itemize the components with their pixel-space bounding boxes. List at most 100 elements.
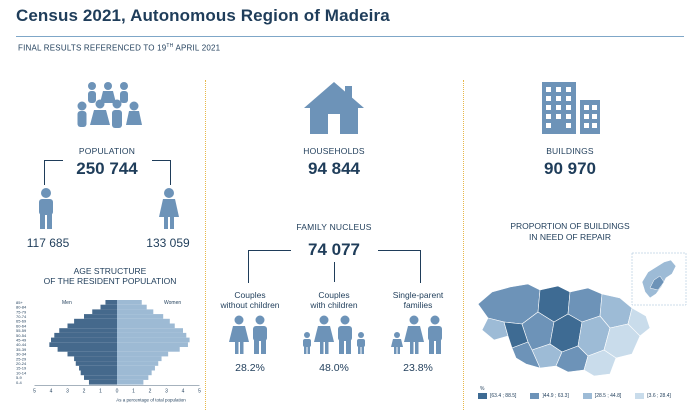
pyramid-bar-women (117, 323, 175, 329)
pyramid-bar-women (117, 347, 180, 352)
pyramid-age-label: 20-24 (16, 361, 27, 366)
pyramid-bar-women (117, 318, 170, 324)
pyramid-bar-women (117, 375, 149, 380)
households-value: 94 844 (308, 159, 360, 178)
pyramid-title-1: AGE STRUCTURE (73, 266, 147, 276)
pyramid-x-label: As a percentage of total population (116, 398, 186, 403)
female-population-value: 133 059 (146, 236, 190, 250)
family-type-2-line2: with children (310, 300, 358, 310)
repair-label-1: PROPORTION OF BUILDINGS (510, 221, 630, 231)
subtitle-main: FINAL RESULTS REFERENCED TO 19 (18, 43, 167, 53)
pyramid-bar-men (80, 370, 117, 376)
page-subtitle: FINAL RESULTS REFERENCED TO 19TH APRIL 2… (18, 43, 220, 53)
column-divider-2 (463, 80, 464, 410)
pyramid-age-label: 85+ (16, 300, 23, 305)
legend-swatch-1 (478, 393, 487, 399)
pyramid-x-tick: 1 (132, 389, 135, 395)
pyramid-x-tick: 4 (50, 389, 53, 395)
pyramid-bar-women (117, 300, 142, 305)
column-divider-1 (205, 80, 206, 410)
legend-item-4: [3.6 ; 28.4] (635, 393, 671, 399)
male-icon (39, 188, 53, 229)
pyramid-age-label: 35-39 (16, 347, 27, 352)
population-group-icon (77, 82, 142, 128)
family-type-3-line1: Single-parent (392, 290, 444, 300)
buildings-value: 90 970 (544, 159, 596, 178)
pyramid-x-tick: 0 (116, 389, 119, 395)
pyramid-bar-men (74, 318, 117, 324)
female-icon (159, 188, 179, 229)
male-population-value: 117 685 (26, 236, 70, 250)
population-value: 250 744 (76, 159, 138, 178)
population-bracket-right (152, 160, 171, 185)
pyramid-bar-men (67, 323, 117, 329)
households-label: HOUSEHOLDS (303, 146, 365, 156)
buildings-icon (542, 82, 600, 134)
family-type-3-label: Single-parent families (380, 290, 456, 310)
legend-text-3: ]28.5 ; 44.8] (594, 393, 622, 399)
pyramid-bar-men (92, 309, 117, 315)
pyramid-bar-women (117, 361, 159, 366)
pyramid-title-2: OF THE RESIDENT POPULATION (43, 276, 177, 286)
pyramid-bar-men (79, 365, 117, 371)
pyramid-men-label: Men (62, 300, 72, 306)
legend-swatch-2 (530, 393, 540, 399)
pyramid-age-label: 65-69 (16, 319, 27, 324)
pyramid-bar-men (67, 351, 117, 357)
legend-text-2: ]44.9 ; 63.3] (542, 393, 569, 399)
legend-swatch-4 (635, 393, 645, 399)
pyramid-bar-women (117, 342, 188, 347)
legend-text-4: [3.6 ; 28.4] (647, 393, 671, 399)
family-type-2-line1: Couples (318, 290, 350, 300)
pyramid-age-label: 70-74 (16, 314, 27, 319)
pyramid-age-label: 40-44 (16, 342, 27, 347)
madeira-choropleth-map (477, 252, 687, 377)
pyramid-x-tick: 3 (165, 389, 168, 395)
house-icon (304, 82, 364, 134)
pyramid-bar-men (84, 314, 117, 319)
pyramid-bar-women (117, 365, 155, 371)
repair-legend-title: % (480, 386, 485, 392)
pyramid-age-label: 15-19 (16, 366, 27, 371)
family-type-2-pct: 48.0% (319, 362, 349, 374)
legend-item-3: ]28.5 ; 44.8] (582, 393, 622, 399)
family-type-1-line2: without children (220, 300, 280, 310)
pyramid-bar-women (117, 337, 190, 343)
pyramid-women-label: Women (164, 300, 181, 306)
single-parent-family-icon (391, 315, 442, 354)
pyramid-bar-women (117, 370, 152, 376)
pyramid-bar-women (117, 356, 162, 362)
pyramid-bar-women (117, 309, 154, 315)
family-type-1-label: Couples without children (212, 290, 288, 310)
couple-with-children-icon (303, 315, 365, 354)
family-type-3-pct: 23.8% (403, 362, 433, 374)
pyramid-age-label: 10-14 (16, 370, 27, 375)
pyramid-age-label: 50-54 (16, 333, 27, 338)
pyramid-age-label: 0-4 (16, 380, 23, 385)
pyramid-x-tick: 1 (99, 389, 102, 395)
pyramid-x-tick: 4 (182, 389, 185, 395)
pyramid-bar-men (57, 347, 117, 352)
page-title: Census 2021, Autonomous Region of Madeir… (16, 6, 390, 25)
nucleus-bracket-center (334, 262, 335, 282)
pyramid-age-label: 5-9 (16, 375, 23, 380)
pyramid-bar-men (74, 356, 117, 362)
population-label: POPULATION (78, 146, 136, 156)
pyramid-bar-men (105, 300, 117, 305)
pyramid-bar-men (51, 337, 117, 343)
pyramid-bar-men (88, 379, 117, 385)
legend-item-1: [63.4 ; 88.5] (478, 393, 516, 399)
pyramid-age-label: 25-29 (16, 356, 27, 361)
nucleus-bracket-right (378, 250, 421, 283)
family-type-1-pct: 28.2% (235, 362, 265, 374)
pyramid-bar-women (117, 314, 164, 319)
family-type-3-line2: families (403, 300, 433, 310)
pyramid-age-label: 45-49 (16, 338, 27, 343)
family-nucleus-label: FAMILY NUCLEUS (296, 222, 372, 232)
pyramid-bar-women (117, 332, 187, 338)
pyramid-age-label: 80-84 (16, 305, 27, 310)
pyramid-age-label: 75-79 (16, 309, 27, 314)
pyramid-x-tick: 5 (33, 389, 36, 395)
subtitle-sup: TH (166, 43, 174, 49)
title-divider (16, 36, 684, 37)
